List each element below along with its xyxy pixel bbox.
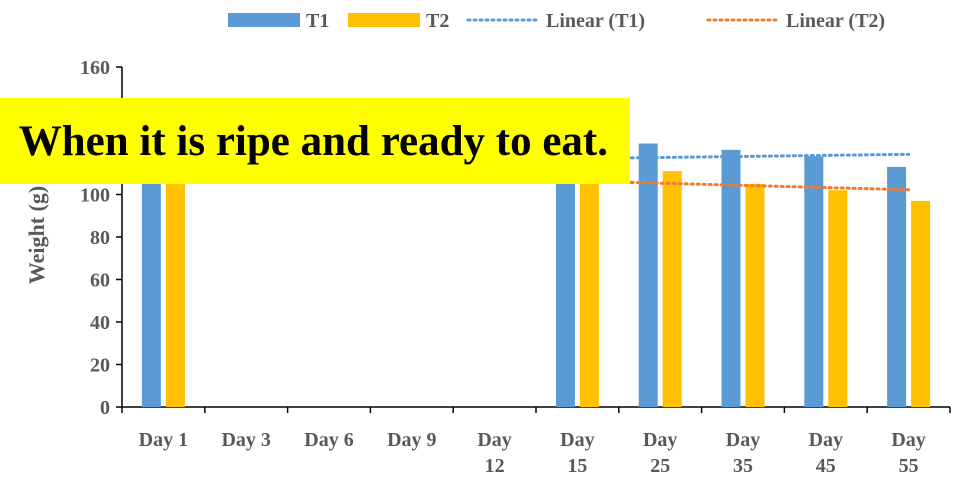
legend-swatch-t1 bbox=[228, 13, 300, 27]
bars bbox=[141, 143, 931, 407]
x-tick-label: Day 9 bbox=[387, 429, 436, 451]
legend-label: Linear (T1) bbox=[546, 10, 645, 32]
y-tick-label: 100 bbox=[80, 185, 110, 207]
y-tick-label: 60 bbox=[90, 270, 110, 292]
caption-banner: When it is ripe and ready to eat. bbox=[0, 98, 630, 184]
bar-t1 bbox=[555, 160, 575, 407]
x-tick-label: Day 25 bbox=[643, 429, 677, 477]
y-tick-label: 80 bbox=[90, 227, 110, 249]
y-tick-label: 160 bbox=[80, 57, 110, 79]
y-tick-label: 20 bbox=[90, 355, 110, 377]
bar-t2 bbox=[165, 177, 185, 407]
caption-text: When it is ripe and ready to eat. bbox=[18, 117, 608, 165]
bar-t2 bbox=[662, 171, 682, 407]
x-tick-label: Day 55 bbox=[891, 429, 925, 477]
x-tick-label: Day 45 bbox=[809, 429, 843, 477]
x-tick-label: Day 3 bbox=[221, 429, 270, 451]
bar-t2 bbox=[828, 190, 848, 407]
y-tick-label: 0 bbox=[100, 397, 110, 419]
bar-t1 bbox=[141, 169, 161, 407]
y-axis-label: Weight (g) bbox=[24, 186, 49, 284]
legend-label: T2 bbox=[426, 10, 449, 32]
bar-t2 bbox=[911, 200, 931, 407]
x-tick-label: Day 35 bbox=[726, 429, 760, 477]
x-tick-label: Day 6 bbox=[304, 429, 353, 451]
bar-t1 bbox=[887, 166, 907, 407]
x-tick-label: Day 1 bbox=[139, 429, 188, 451]
y-tick-label: 40 bbox=[90, 312, 110, 334]
legend-label: T1 bbox=[306, 10, 329, 32]
legend-label: Linear (T2) bbox=[786, 10, 885, 32]
bar-t1 bbox=[638, 143, 658, 407]
bar-t1 bbox=[721, 149, 741, 407]
legend: T1 T2 Linear (T1) Linear (T2) bbox=[228, 10, 885, 32]
x-tick-label: Day 12 bbox=[477, 429, 511, 477]
bar-t1 bbox=[804, 156, 824, 407]
legend-swatch-t2 bbox=[348, 13, 420, 27]
bar-t2 bbox=[579, 173, 599, 407]
x-tick-label: Day 15 bbox=[560, 429, 594, 477]
bar-t2 bbox=[745, 183, 765, 407]
